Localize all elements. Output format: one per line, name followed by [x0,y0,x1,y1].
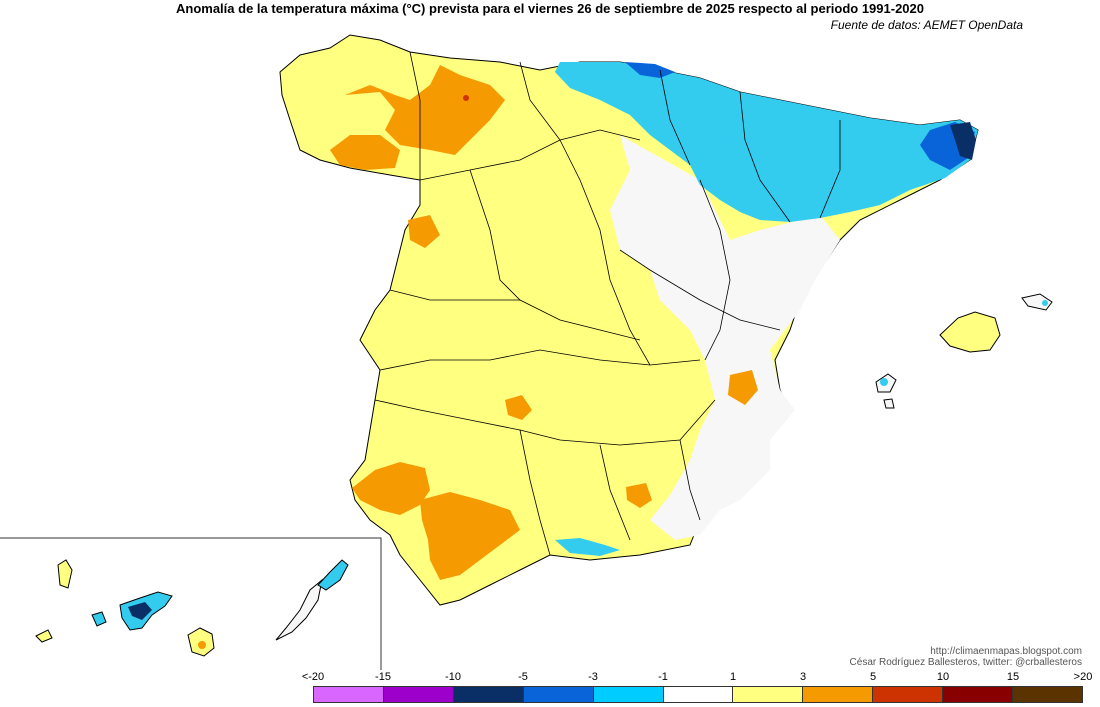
neutral-east [610,135,840,540]
gran-canaria-warm [198,641,206,649]
cool-northeast [555,62,978,222]
region-boundaries [374,51,841,556]
canary-inset-border [0,537,382,670]
cold-navarra [625,62,675,78]
very-warm-galicia [330,135,400,170]
map-title: Anomalía de la temperatura máxima (°C) p… [176,1,924,16]
formentera [883,398,895,409]
legend-tick-label: -1 [658,671,668,683]
very-warm-leon [345,65,505,155]
legend-swatch [803,687,874,702]
lanzarote [317,559,349,591]
legend-tick-label: <-20 [301,671,325,683]
legend-ticks: <-20 -15 -10 -5 -3 -1 1 3 5 10 15 >20 [302,671,1093,685]
hot-spot [463,95,469,101]
color-legend [313,686,1083,703]
legend-swatch [593,687,664,702]
legend-tick-label: -10 [445,671,461,683]
legend-tick-label: 3 [799,671,807,683]
very-warm-guadalquivir [420,492,520,580]
menorca-cool [1042,300,1048,306]
legend-swatch [383,687,454,702]
legend-swatch [873,687,944,702]
legend-swatch [314,687,384,702]
legend-swatch [453,687,524,702]
menorca [1021,293,1053,311]
very-warm-jaen [626,483,652,508]
tenerife-cold [128,602,152,620]
legend-tick-label: >20 [1073,671,1093,683]
legend-swatch [523,687,594,702]
legend-tick-label: 5 [869,671,877,683]
legend-swatch [943,687,1014,702]
legend-tick-label: 10 [936,671,950,683]
legend-swatch [733,687,804,702]
very-cold-spot [950,122,976,160]
very-warm-toledo [505,395,532,420]
credits-url: http://climaenmapas.blogspot.com [930,646,1082,657]
la-palma [57,559,73,589]
legend-tick-label: -15 [375,671,391,683]
credits-author: César Rodríguez Ballesteros, twitter: @c… [849,657,1082,668]
legend-tick-label: 15 [1006,671,1020,683]
legend-tick-label: 1 [729,671,737,683]
credits: http://climaenmapas.blogspot.com César R… [850,646,1082,668]
el-hierro [35,629,53,643]
data-source: Fuente de datos: AEMET OpenData [830,18,1023,32]
very-warm-valencia [728,370,758,405]
la-gomera [91,611,107,627]
legend-tick-label: -5 [518,671,528,683]
mallorca [939,311,1001,353]
legend-swatch [663,687,734,702]
cool-almeria [555,538,620,556]
ibiza-cool [880,378,888,386]
very-warm-zamora [408,215,440,248]
fuerteventura [275,578,323,641]
very-warm-huelva [352,462,430,515]
legend-swatch [1013,687,1082,702]
legend-tick-label: -3 [588,671,598,683]
